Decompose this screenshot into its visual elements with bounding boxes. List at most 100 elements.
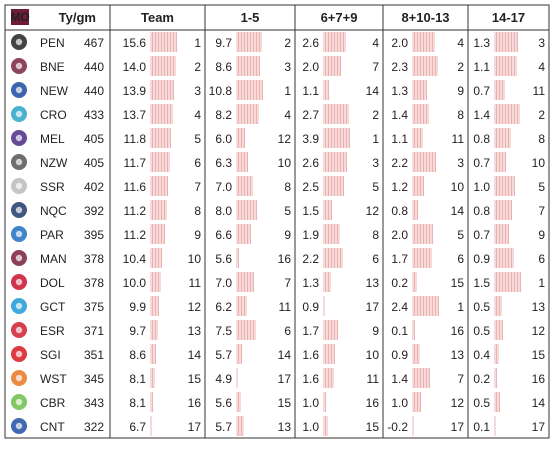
team-name: DOL xyxy=(40,276,65,290)
cell-value: 6.6 xyxy=(215,228,232,242)
cell-value: 1.1 xyxy=(302,84,319,98)
cell-rank: 12 xyxy=(366,204,380,218)
cell-value: 4.9 xyxy=(215,372,232,386)
cell-rank: 7 xyxy=(284,276,291,290)
dolphins-logo-inner xyxy=(15,278,23,286)
team-name: CBR xyxy=(40,396,66,410)
cell-value: 2.3 xyxy=(391,60,408,74)
cell-value: 7.0 xyxy=(215,180,232,194)
tygm-value: 322 xyxy=(84,420,104,434)
header-group: 14-17 xyxy=(492,10,525,25)
cell-value: 2.2 xyxy=(302,252,319,266)
team-name: ESR xyxy=(40,324,65,338)
cell-rank: 14 xyxy=(278,348,292,362)
cell-value: 2.4 xyxy=(391,300,408,314)
cell-value: 8.1 xyxy=(129,372,146,386)
table-border xyxy=(4,4,550,439)
cell-value: 0.9 xyxy=(473,252,490,266)
header-group: 6+7+9 xyxy=(321,10,358,25)
cell-rank: 16 xyxy=(366,396,380,410)
cell-rank: 3 xyxy=(284,60,291,74)
cell-rank: 11 xyxy=(533,84,546,98)
cell-rank: 4 xyxy=(284,108,291,122)
tygm-value: 405 xyxy=(84,156,104,170)
cell-value: 2.7 xyxy=(302,108,319,122)
cell-value: 6.2 xyxy=(215,300,232,314)
cell-value: 1.0 xyxy=(473,180,490,194)
team-name: SGI xyxy=(40,348,61,362)
cell-value: 1.1 xyxy=(473,60,490,74)
storm-logo-inner xyxy=(15,134,23,142)
cell-rank: 4 xyxy=(194,108,201,122)
warriors-logo-inner xyxy=(15,158,23,166)
sea-eagles-logo-inner xyxy=(15,254,23,262)
cell-value: 1.4 xyxy=(391,372,408,386)
raiders-logo-inner xyxy=(15,398,23,406)
team-name: MEL xyxy=(40,132,65,146)
cell-rank: 3 xyxy=(372,156,379,170)
cell-rank: 7 xyxy=(372,60,379,74)
cell-rank: 3 xyxy=(457,156,464,170)
cell-value: 2.6 xyxy=(302,36,319,50)
team-name: CRO xyxy=(40,108,67,122)
cell-value: 0.9 xyxy=(302,300,319,314)
team-name: NEW xyxy=(40,84,69,98)
cell-value: 0.5 xyxy=(473,396,490,410)
team-name: CNT xyxy=(40,420,65,434)
cell-rank: 3 xyxy=(538,36,545,50)
cell-value: 10.0 xyxy=(123,276,147,290)
tygm-value: 371 xyxy=(84,324,104,338)
cell-rank: 12 xyxy=(188,300,202,314)
cell-value: 2.0 xyxy=(391,228,408,242)
tygm-value: 395 xyxy=(84,228,104,242)
cell-rank: 10 xyxy=(188,252,202,266)
cell-rank: 11 xyxy=(367,372,380,386)
cell-value: 11.2 xyxy=(124,228,147,242)
cell-value: 0.9 xyxy=(391,348,408,362)
cell-rank: 7 xyxy=(457,372,464,386)
cell-value: 1.6 xyxy=(302,372,319,386)
tygm-value: 433 xyxy=(84,108,104,122)
sharks-logo-inner xyxy=(15,110,23,118)
cell-value: 13.9 xyxy=(123,84,147,98)
broncos-logo-inner xyxy=(15,62,23,70)
dragons-red-logo-inner xyxy=(15,350,23,358)
cell-rank: 16 xyxy=(188,396,202,410)
cell-value: 2.6 xyxy=(302,156,319,170)
cell-rank: 10 xyxy=(278,156,292,170)
tygm-value: 405 xyxy=(84,132,104,146)
cell-rank: 2 xyxy=(457,60,464,74)
cell-value: 9.7 xyxy=(129,324,146,338)
tygm-value: 392 xyxy=(84,204,104,218)
team-name: GCT xyxy=(40,300,66,314)
cell-rank: 2 xyxy=(538,108,545,122)
cell-rank: 1 xyxy=(372,132,379,146)
cell-value: 1.3 xyxy=(473,36,490,50)
tygm-value: 345 xyxy=(84,372,104,386)
cell-rank: 3 xyxy=(194,84,201,98)
cell-value: 0.5 xyxy=(473,300,490,314)
tygm-value: 343 xyxy=(84,396,104,410)
cell-value: 5.7 xyxy=(215,348,232,362)
cell-rank: 15 xyxy=(366,420,380,434)
cell-rank: 14 xyxy=(366,84,380,98)
header-group: 1-5 xyxy=(241,10,260,25)
cell-value: 11.7 xyxy=(124,156,147,170)
cell-value: 0.8 xyxy=(391,204,408,218)
cell-value: 0.1 xyxy=(391,324,408,338)
cell-value: 5.7 xyxy=(215,420,232,434)
cell-rank: 5 xyxy=(194,132,201,146)
cell-rank: 12 xyxy=(451,396,465,410)
cell-value: 1.7 xyxy=(391,252,408,266)
cell-value: 0.1 xyxy=(473,420,490,434)
cell-value: 1.6 xyxy=(302,348,319,362)
cell-rank: 1 xyxy=(194,36,201,50)
cell-rank: 1 xyxy=(457,300,464,314)
cell-value: 10.8 xyxy=(209,84,233,98)
team-name: PEN xyxy=(40,36,65,50)
header-group: Team xyxy=(141,10,174,25)
cell-value: 0.7 xyxy=(473,228,490,242)
team-name: SSR xyxy=(40,180,65,194)
